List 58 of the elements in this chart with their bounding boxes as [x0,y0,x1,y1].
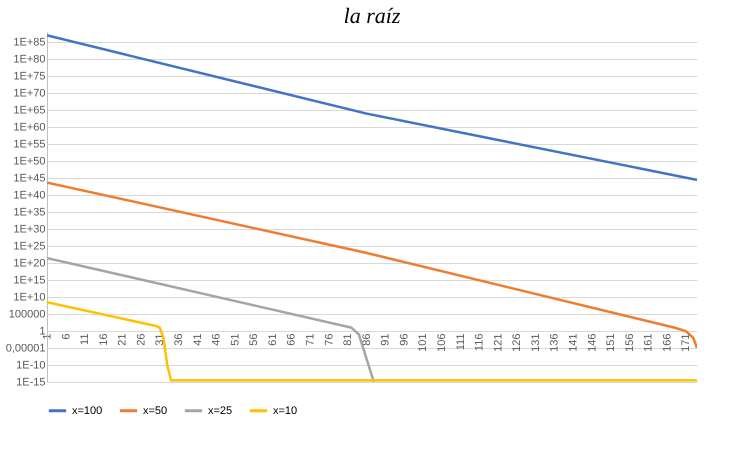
legend-label: x=100 [72,404,102,417]
x-tick-label: 21 [116,334,129,346]
x-tick-label: 156 [624,334,636,352]
y-tick-label: 1E+30 [13,224,46,236]
x-tick-label: 161 [642,334,655,352]
y-tick-label: 1E+60 [13,122,46,134]
x-tick-label: 11 [79,334,92,345]
x-tick-label: 51 [229,334,242,346]
y-tick-label: 1E+25 [13,240,46,253]
x-tick-label: 91 [380,334,392,346]
x-tick-label: 86 [360,334,373,346]
y-tick-label: 1E+75 [13,70,46,83]
legend-label: x=10 [273,404,298,417]
y-tick-label: 1E+70 [13,88,46,100]
x-tick-label: 126 [511,334,524,352]
x-tick-label: 146 [586,334,598,352]
x-tick-label: 171 [680,334,692,352]
x-tick-label: 131 [530,334,542,352]
x-tick-label: 136 [548,334,561,352]
x-tick-label: 61 [266,334,279,346]
y-tick-label: 1E+50 [13,156,46,168]
x-tick-label: 111 [454,334,467,350]
x-tick-label: 121 [492,334,504,352]
x-tick-label: 81 [342,334,354,346]
y-tick-label: 1E+45 [13,172,46,185]
y-tick-label: 1E-15 [16,376,46,388]
y-tick-label: 1E+15 [13,274,46,287]
x-tick-label: 141 [568,334,580,352]
y-tick-label: 1E+85 [13,36,46,49]
y-tick-label: 1E+40 [13,190,46,202]
x-tick-label: 106 [436,334,448,352]
y-tick-label: 1E+20 [13,258,46,270]
x-tick-label: 116 [474,334,486,352]
legend-label: x=25 [208,404,232,417]
x-tick-label: 96 [398,334,410,346]
y-tick-label: 1E+55 [13,138,46,151]
y-tick-label: 1E-10 [16,360,46,372]
y-tick-label: 1E+10 [13,292,46,304]
x-tick-label: 166 [661,334,674,352]
x-tick-label: 76 [323,334,336,346]
x-tick-label: 26 [135,334,148,346]
x-tick-label: 66 [286,334,298,346]
x-tick-label: 36 [173,334,186,346]
chart-title: la raíz [344,3,401,28]
y-tick-label: 1E+65 [13,104,46,117]
y-tick-label: 0,00001 [6,342,46,355]
x-tick-label: 151 [605,334,618,352]
x-tick-label: 6 [60,334,72,340]
x-tick-label: 71 [304,334,317,346]
x-tick-label: 56 [248,334,260,346]
x-tick-label: 101 [417,334,430,352]
legend-label: x=50 [143,404,168,417]
y-tick-label: 1E+35 [13,206,46,219]
y-tick-label: 100000 [8,308,46,321]
x-tick-label: 41 [192,334,204,346]
x-tick-label: 16 [98,334,110,346]
y-tick-label: 1E+80 [13,54,46,66]
x-tick-label: 46 [210,334,223,346]
